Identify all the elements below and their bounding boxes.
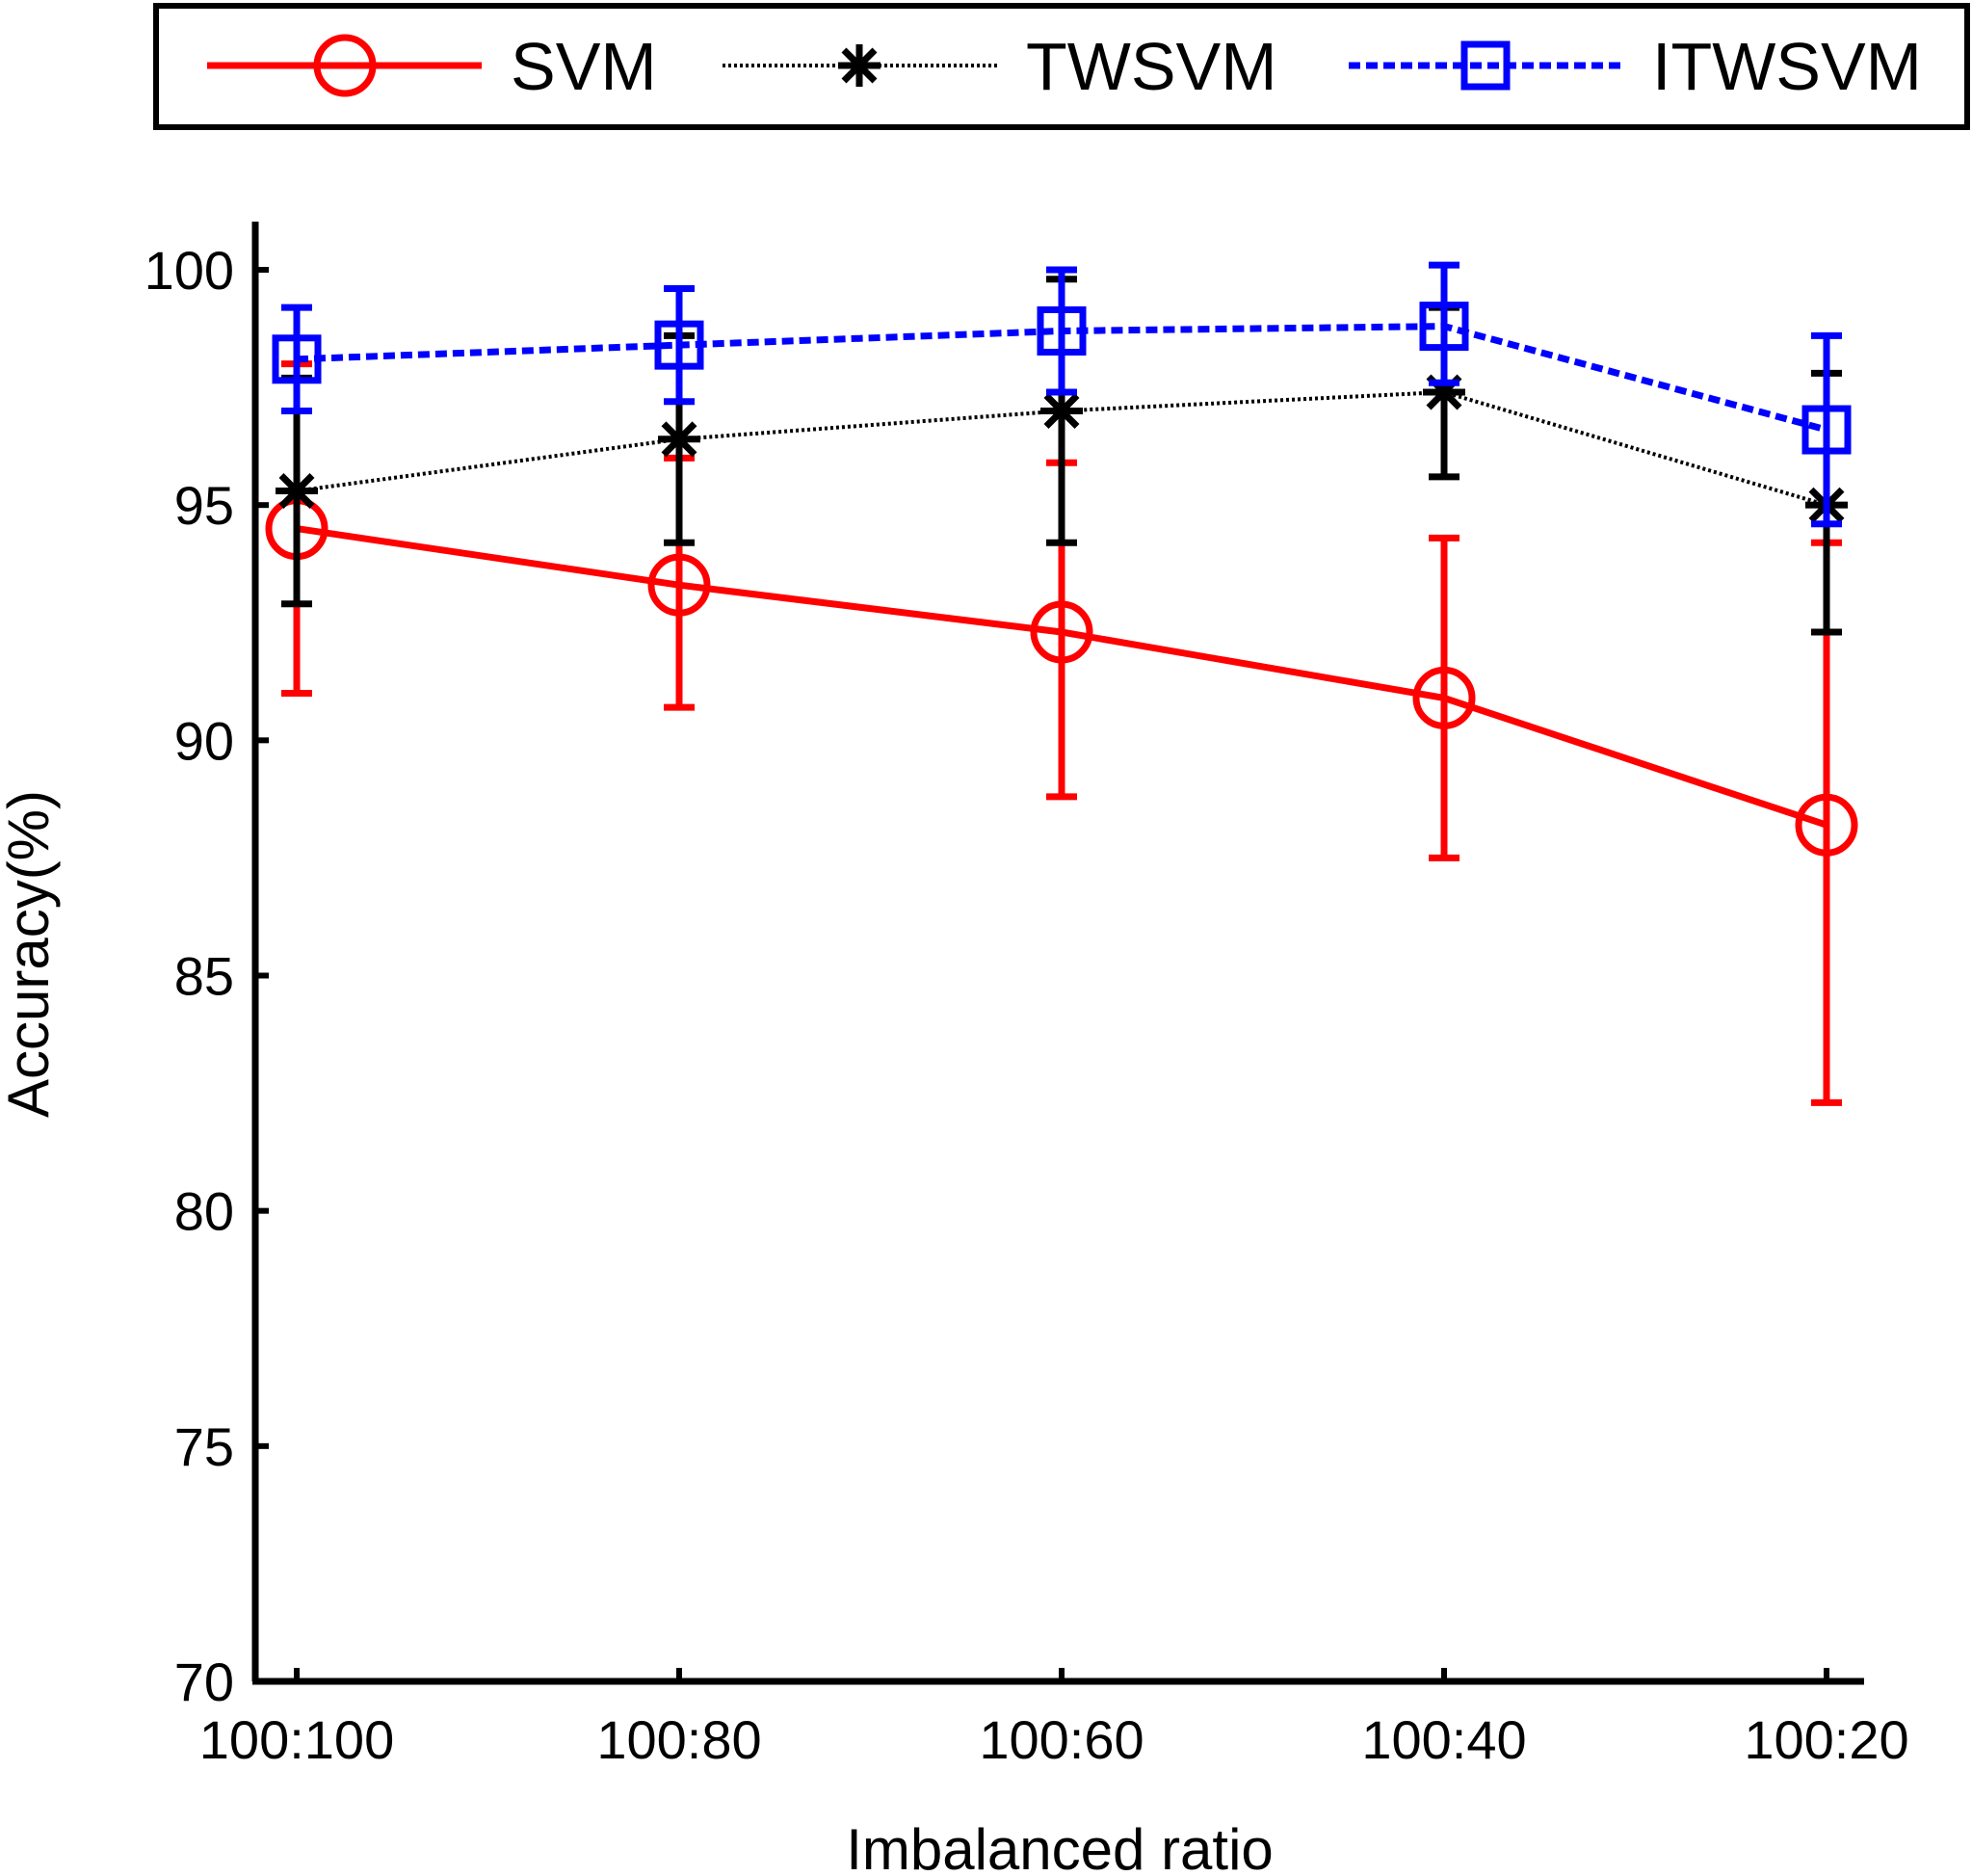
x-tick-label: 100:100 [199,1709,394,1770]
legend-marker-twsvm [838,44,881,87]
y-axis-label: Accuracy(%) [0,790,61,1118]
asterisk-stroke [1043,393,1080,429]
asterisk-stroke [661,421,697,458]
x-tick-label: 100:40 [1361,1709,1526,1770]
y-tick-label: 75 [174,1416,234,1477]
svm-point [1795,793,1858,857]
twsvm-point [276,469,318,513]
y-tick-label: 95 [174,475,234,536]
x-axis-label: Imbalanced ratio [846,1817,1274,1876]
itwsvm-point [654,320,704,370]
y-tick-label: 90 [174,710,234,771]
y-tick-label: 85 [174,946,234,1007]
svm-line [296,525,1828,829]
y-tick-label: 100 [145,240,234,301]
legend-marker-itwsvm [1460,40,1511,91]
itwsvm-point [1801,405,1852,455]
svm-point [1412,666,1476,729]
itwsvm-point [1037,305,1087,356]
legend-entry-twsvm: TWSVM [723,29,1277,104]
legend-label-svm: SVM [511,29,657,104]
axes: 70 75 80 85 90 95 100 100:100 100:80 100:60 100:4… [145,222,1909,1770]
svm-point [1030,600,1093,664]
legend-entry-svm: SVM [207,29,657,104]
itwsvm-point [1419,302,1469,352]
twsvm-point [1040,389,1083,433]
y-tick-label: 70 [174,1651,234,1712]
asterisk-stroke [278,473,315,509]
legend: SVM TWSVM ITWSVM [153,3,1970,130]
itwsvm-point [272,334,322,384]
svm-point [647,553,711,617]
series-itwsvm [272,261,1852,528]
itwsvm-line [296,323,1827,434]
asterisk-stroke [841,47,878,84]
legend-label-twsvm: TWSVM [1026,29,1277,104]
y-tick-label: 80 [174,1181,234,1242]
x-tick-label: 100:60 [979,1709,1144,1770]
series-layer [265,261,1858,1106]
legend-marker-svm [313,34,377,97]
x-tick-label: 100:20 [1744,1709,1908,1770]
x-tick-label: 100:80 [596,1709,761,1770]
twsvm-point [658,417,700,461]
legend-entry-itwsvm: ITWSVM [1349,29,1922,104]
legend-label-itwsvm: ITWSVM [1652,29,1922,104]
